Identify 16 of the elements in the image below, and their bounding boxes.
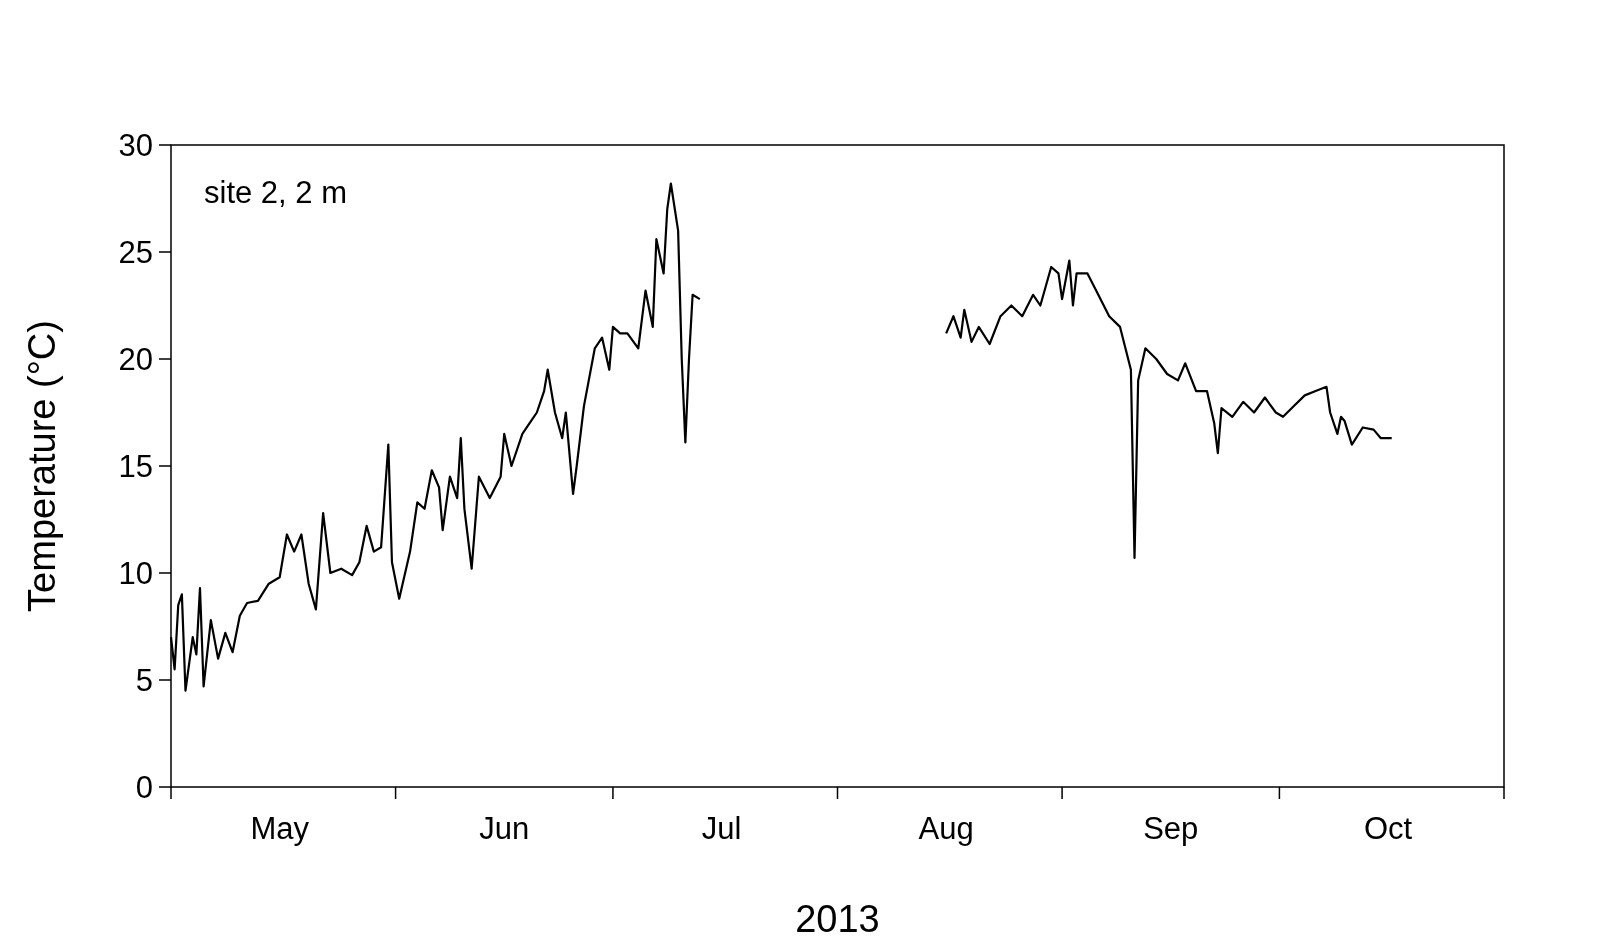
y-tick-label: 25 — [118, 234, 153, 270]
y-tick-label: 15 — [118, 448, 153, 484]
y-tick-label: 30 — [118, 127, 153, 163]
x-tick-label: May — [250, 811, 310, 846]
y-tick-label: 10 — [118, 555, 153, 591]
y-tick-label: 20 — [118, 341, 153, 377]
y-tick-label: 0 — [135, 769, 153, 805]
annotation: site 2, 2 m — [204, 175, 347, 210]
x-tick-label: Aug — [918, 811, 974, 846]
x-tick-label: Jul — [701, 811, 742, 846]
y-tick-label: 5 — [135, 662, 153, 698]
x-tick-label: Sep — [1143, 811, 1199, 846]
y-axis-title: Temperature (°C) — [21, 320, 63, 612]
x-tick-label: Oct — [1363, 811, 1413, 846]
x-axis-title: 2013 — [795, 898, 880, 940]
x-tick-label: Jun — [479, 811, 530, 846]
